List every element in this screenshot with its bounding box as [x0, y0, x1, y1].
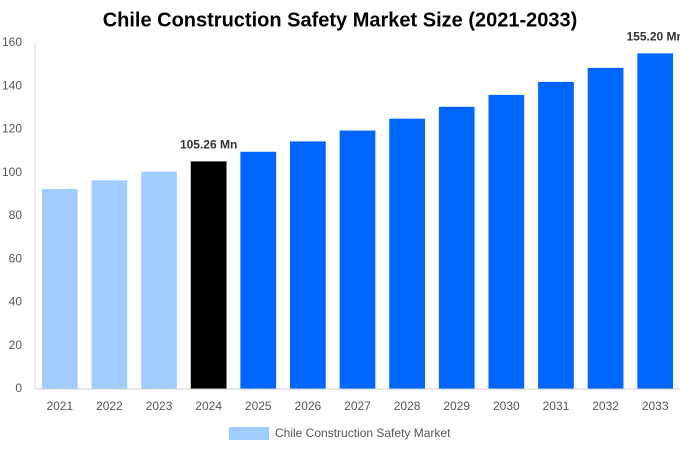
- y-tick-label: 0: [15, 381, 22, 395]
- x-tick-label: 2026: [295, 399, 322, 413]
- y-tick-label: 80: [9, 208, 23, 222]
- y-tick-label: 60: [9, 251, 23, 265]
- x-tick-label: 2022: [96, 399, 123, 413]
- bar: [91, 180, 128, 389]
- x-tick-label: 2024: [195, 399, 222, 413]
- x-tick-label: 2033: [642, 399, 669, 413]
- legend-swatch: [229, 427, 269, 440]
- x-tick-label: 2025: [245, 399, 272, 413]
- bar: [587, 67, 624, 390]
- y-tick-label: 120: [2, 122, 22, 136]
- y-tick-label: 100: [2, 165, 22, 179]
- x-tick-label: 2021: [46, 399, 73, 413]
- x-tick-label: 2031: [543, 399, 570, 413]
- y-tick-label: 140: [2, 78, 22, 92]
- bar: [190, 161, 227, 389]
- x-tick-label: 2030: [493, 399, 520, 413]
- x-tick-label: 2032: [592, 399, 619, 413]
- bar: [488, 94, 525, 390]
- value-label: 155.20 Mn: [627, 30, 680, 44]
- x-tick-label: 2027: [344, 399, 371, 413]
- y-tick-label: 40: [9, 295, 23, 309]
- bar: [141, 171, 177, 389]
- bar: [339, 130, 376, 390]
- bar: [637, 53, 674, 389]
- y-tick-label: 20: [9, 338, 23, 352]
- y-tick-label: 160: [2, 35, 22, 49]
- bar: [240, 151, 277, 389]
- x-tick-label: 2023: [146, 399, 173, 413]
- bar: [438, 106, 475, 389]
- bar: [389, 118, 425, 389]
- value-label: 105.26 Mn: [180, 138, 237, 152]
- bar: [538, 81, 574, 390]
- x-tick-label: 2029: [443, 399, 470, 413]
- chart-title: Chile Construction Safety Market Size (2…: [103, 9, 578, 31]
- bar: [290, 141, 326, 389]
- x-tick-label: 2028: [394, 399, 421, 413]
- legend-label: Chile Construction Safety Market: [275, 426, 451, 440]
- bar: [41, 188, 78, 389]
